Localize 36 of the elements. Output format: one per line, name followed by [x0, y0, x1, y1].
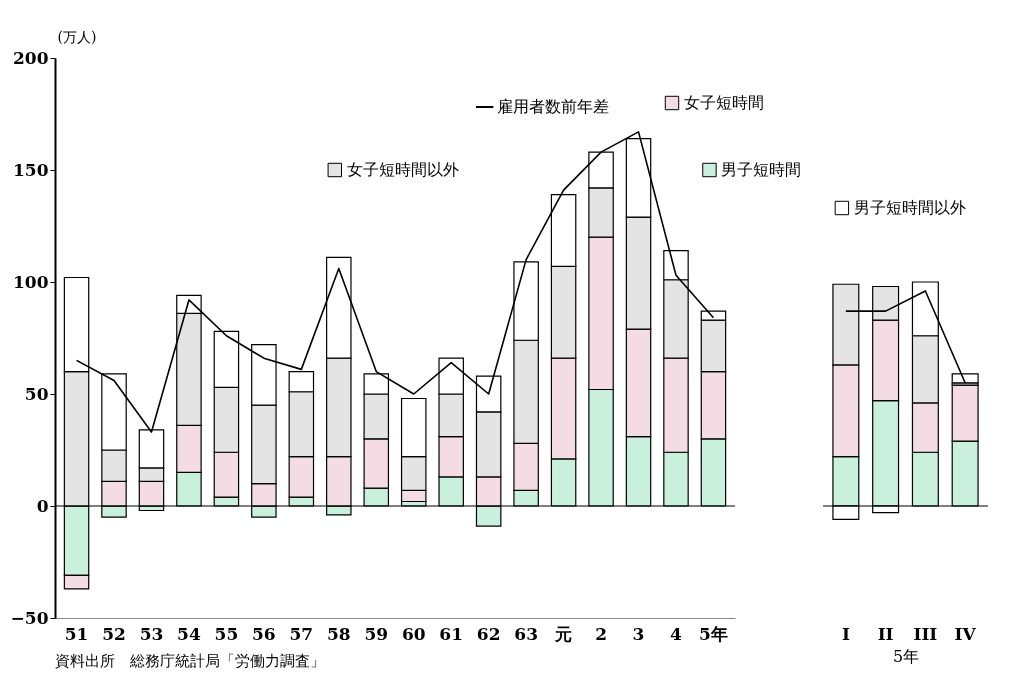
- x-tick-label: 54: [177, 623, 201, 644]
- x-tick-label: 58: [326, 623, 351, 644]
- text: 資料出所 総務庁統計局「労働力調査」: [55, 652, 325, 670]
- x-axis-title: 5年: [892, 646, 920, 666]
- y-tick-label: −50: [10, 607, 49, 628]
- y-axis-title: (万人): [57, 28, 97, 45]
- y-tick-label: 100: [13, 271, 49, 292]
- x-tick-label: 61: [439, 623, 464, 644]
- x-tick-label: I: [841, 623, 850, 644]
- x-tick-label: 63: [514, 623, 538, 644]
- x-tick-label: 53: [139, 623, 164, 644]
- x-tick-label: 59: [364, 623, 389, 644]
- y-tick-label: 150: [13, 159, 49, 180]
- x-tick-label: 5年: [699, 623, 728, 644]
- legend-label: 雇用者数前年差: [496, 97, 609, 116]
- x-tick-label: 2: [595, 623, 607, 644]
- x-tick-label: 62: [476, 623, 501, 644]
- x-tick-label: 55: [214, 623, 239, 644]
- x-tick-label: 51: [64, 623, 89, 644]
- x-tick-label: 元: [554, 623, 573, 644]
- x-tick-label: III: [913, 623, 938, 644]
- x-tick-label: 3: [632, 623, 645, 644]
- x-tick-label: 4: [670, 623, 683, 644]
- legend-label: 女子短時間以外: [346, 160, 459, 179]
- x-tick-label: 52: [102, 623, 126, 644]
- legend-label: 男子短時間以外: [853, 198, 966, 217]
- y-tick-label: 0: [36, 495, 49, 516]
- legend-label: 男子短時間: [721, 160, 802, 179]
- x-tick-label: 60: [401, 623, 426, 644]
- x-tick-label: II: [877, 623, 894, 644]
- y-tick-label: 200: [13, 47, 49, 68]
- x-tick-label: 56: [252, 623, 276, 644]
- legend-label: 女子短時間: [683, 93, 764, 112]
- x-tick-label: IV: [954, 623, 977, 644]
- x-tick-label: 57: [289, 623, 314, 644]
- y-tick-label: 50: [24, 383, 49, 404]
